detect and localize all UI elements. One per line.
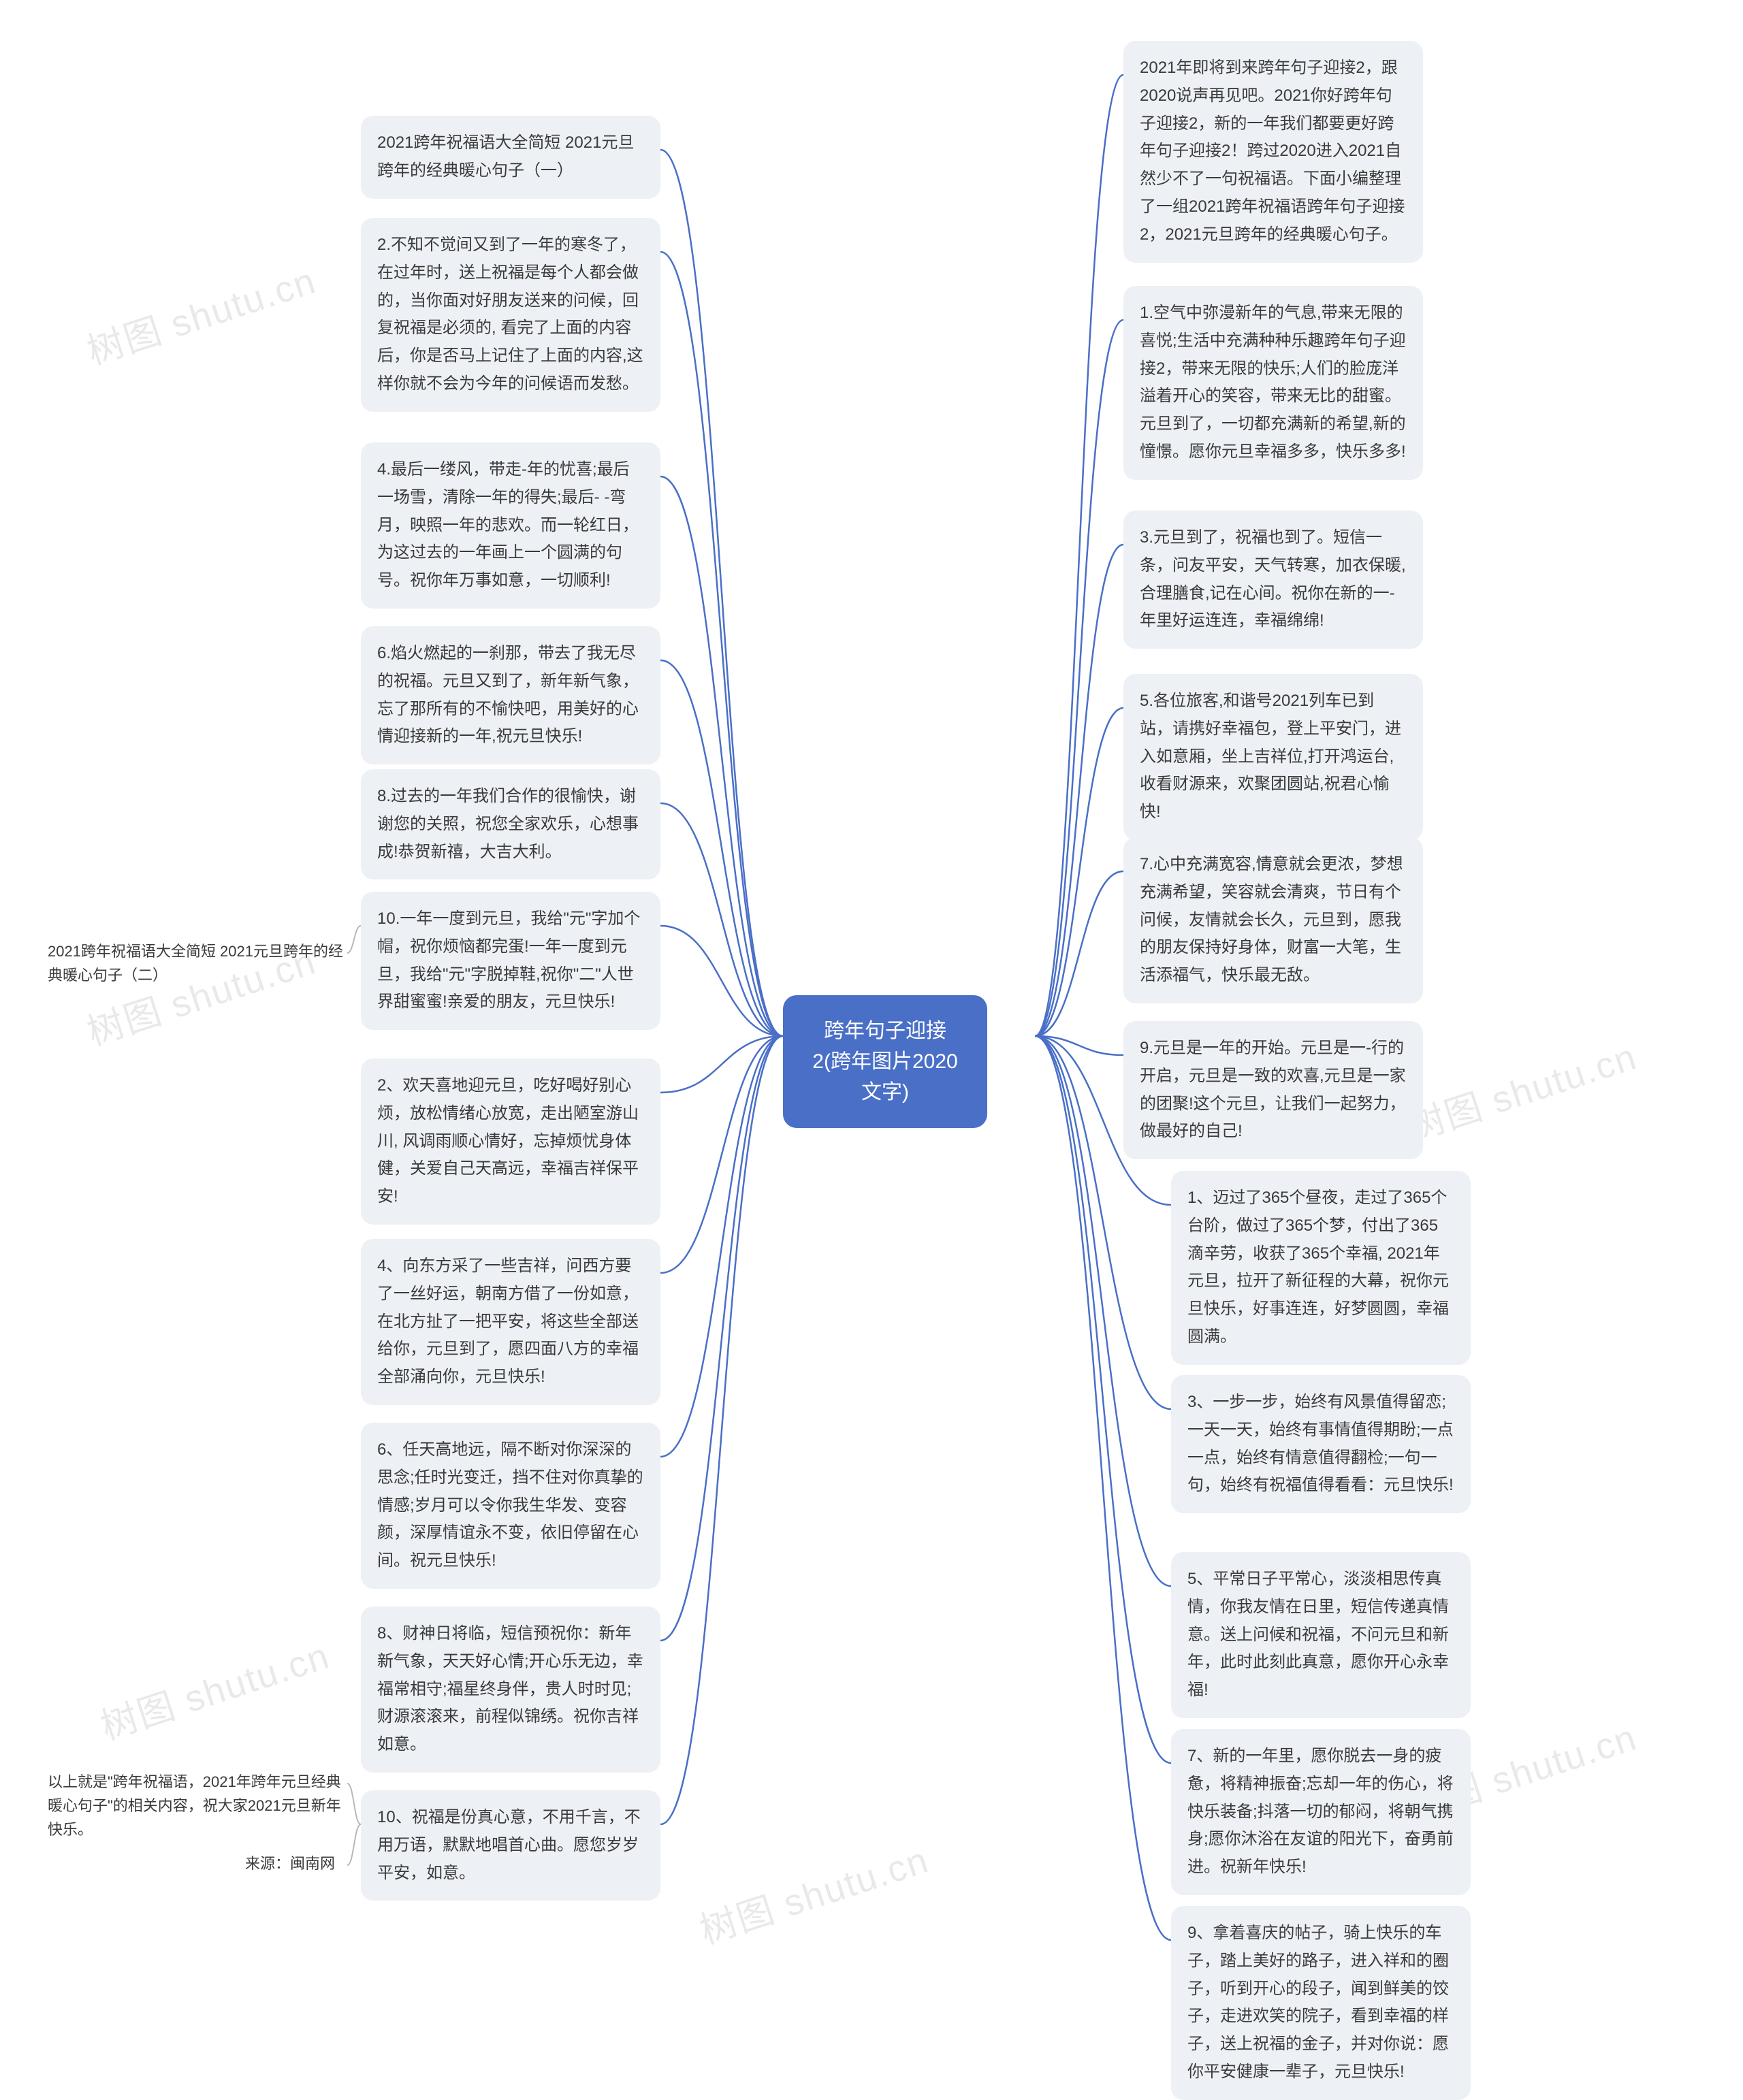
- mindmap-leaf: 以上就是"跨年祝福语，2021年跨年元旦经典暖心句子"的相关内容，祝大家2021…: [48, 1770, 347, 1842]
- mindmap-node: 10.一年一度到元旦，我给"元"字加个帽，祝你烦恼都完蛋!一年一度到元旦，我给"…: [361, 892, 660, 1030]
- node-text: 10、祝福是份真心意，不用千言，不用万语，默默地唱首心曲。愿您岁岁平安，如意。: [377, 1808, 641, 1882]
- mindmap-node: 2021跨年祝福语大全简短 2021元旦跨年的经典暖心句子（一）: [361, 116, 660, 199]
- mindmap-node: 1、迈过了365个昼夜，走过了365个台阶，做过了365个梦，付出了365滴辛劳…: [1171, 1171, 1471, 1365]
- node-text: 6.焰火燃起的一刹那，带去了我无尽的祝福。元旦又到了，新年新气象，忘了那所有的不…: [377, 644, 639, 745]
- node-text: 5.各位旅客,和谐号2021列车已到站，请携好幸福包，登上平安门，进入如意厢，坐…: [1140, 692, 1401, 821]
- mindmap-node: 5.各位旅客,和谐号2021列车已到站，请携好幸福包，登上平安门，进入如意厢，坐…: [1123, 674, 1423, 840]
- mindmap-node: 4、向东方采了一些吉祥，问西方要了一丝好运，朝南方借了一份如意，在北方扯了一把平…: [361, 1239, 660, 1405]
- watermark: 树图 shutu.cn: [1400, 1027, 1642, 1151]
- node-text: 10.一年一度到元旦，我给"元"字加个帽，祝你烦恼都完蛋!一年一度到元旦，我给"…: [377, 909, 640, 1011]
- mindmap-node: 2、欢天喜地迎元旦，吃好喝好别心烦，放松情绪心放宽，走出陋室游山川, 风调雨顺心…: [361, 1059, 660, 1225]
- node-text: 5、平常日子平常心，淡淡相思传真情，你我友情在日里，短信传递真情意。送上问候和祝…: [1187, 1570, 1449, 1699]
- node-text: 8.过去的一年我们合作的很愉快，谢谢您的关照，祝您全家欢乐，心想事成!恭贺新禧，…: [377, 787, 639, 861]
- mindmap-node: 9、拿着喜庆的帖子，骑上快乐的车子，踏上美好的路子，进入祥和的圈子，听到开心的段…: [1171, 1906, 1471, 2100]
- mindmap-node: 7、新的一年里，愿你脱去一身的疲惫，将精神振奋;忘却一年的伤心，将快乐装备;抖落…: [1171, 1729, 1471, 1895]
- mindmap-node: 3、一步一步，始终有风景值得留恋;一天一天，始终有事情值得期盼;一点一点，始终有…: [1171, 1375, 1471, 1513]
- center-text: 跨年句子迎接2(跨年图片2020文字): [812, 1020, 957, 1103]
- node-text: 2、欢天喜地迎元旦，吃好喝好别心烦，放松情绪心放宽，走出陋室游山川, 风调雨顺心…: [377, 1076, 639, 1206]
- node-text: 2021跨年祝福语大全简短 2021元旦跨年的经典暖心句子（一）: [377, 133, 634, 180]
- mindmap-node: 1.空气中弥漫新年的气息,带来无限的喜悦;生活中充满种种乐趣跨年句子迎接2，带来…: [1123, 286, 1423, 480]
- node-text: 6、任天高地远，隔不断对你深深的思念;任时光变迁，挡不住对你真挚的情感;岁月可以…: [377, 1440, 643, 1570]
- node-text: 3、一步一步，始终有风景值得留恋;一天一天，始终有事情值得期盼;一点一点，始终有…: [1187, 1393, 1454, 1494]
- node-text: 9、拿着喜庆的帖子，骑上快乐的车子，踏上美好的路子，进入祥和的圈子，听到开心的段…: [1187, 1924, 1449, 2081]
- node-text: 9.元旦是一年的开始。元旦是一-行的开启，元旦是一致的欢喜,元旦是一家的团聚!这…: [1140, 1039, 1406, 1140]
- node-text: 8、财神日将临，短信预祝你：新年新气象，天天好心情;开心乐无边，幸福常相守;福星…: [377, 1624, 643, 1754]
- mindmap-node: 4.最后一缕风，带走-年的忧喜;最后一场雪，清除一年的得失;最后- -弯月，映照…: [361, 442, 660, 609]
- node-text: 1、迈过了365个昼夜，走过了365个台阶，做过了365个梦，付出了365滴辛劳…: [1187, 1189, 1449, 1346]
- watermark: 树图 shutu.cn: [79, 251, 321, 375]
- watermark: 树图 shutu.cn: [692, 1830, 934, 1954]
- node-text: 7、新的一年里，愿你脱去一身的疲惫，将精神振奋;忘却一年的伤心，将快乐装备;抖落…: [1187, 1747, 1454, 1876]
- node-text: 3.元旦到了，祝福也到了。短信一条，问友平安，天气转寒，加衣保暖,合理膳食,记在…: [1140, 528, 1406, 630]
- mindmap-node: 6、任天高地远，隔不断对你深深的思念;任时光变迁，挡不住对你真挚的情感;岁月可以…: [361, 1423, 660, 1589]
- mindmap-node: 9.元旦是一年的开始。元旦是一-行的开启，元旦是一致的欢喜,元旦是一家的团聚!这…: [1123, 1021, 1423, 1159]
- mindmap-center: 跨年句子迎接2(跨年图片2020文字): [783, 995, 987, 1128]
- mindmap-leaf: 来源：闽南网: [245, 1852, 347, 1875]
- node-text: 2.不知不觉间又到了一年的寒冬了，在过年时，送上祝福是每个人都会做的，当你面对好…: [377, 236, 643, 393]
- watermark: 树图 shutu.cn: [93, 1626, 335, 1750]
- node-text: 4、向东方采了一些吉祥，问西方要了一丝好运，朝南方借了一份如意，在北方扯了一把平…: [377, 1257, 639, 1386]
- node-text: 2021年即将到来跨年句子迎接2，跟2020说声再见吧。2021你好跨年句子迎接…: [1140, 59, 1405, 244]
- mindmap-node: 10、祝福是份真心意，不用千言，不用万语，默默地唱首心曲。愿您岁岁平安，如意。: [361, 1790, 660, 1901]
- mindmap-node: 8.过去的一年我们合作的很愉快，谢谢您的关照，祝您全家欢乐，心想事成!恭贺新禧，…: [361, 769, 660, 879]
- node-text: 7.心中充满宽容,情意就会更浓，梦想充满希望，笑容就会清爽，节日有个问候，友情就…: [1140, 855, 1403, 984]
- mindmap-leaf: 2021跨年祝福语大全简短 2021元旦跨年的经典暖心句子（二）: [48, 939, 347, 987]
- mindmap-node: 2021年即将到来跨年句子迎接2，跟2020说声再见吧。2021你好跨年句子迎接…: [1123, 41, 1423, 263]
- node-text: 1.空气中弥漫新年的气息,带来无限的喜悦;生活中充满种种乐趣跨年句子迎接2，带来…: [1140, 304, 1406, 461]
- mindmap-node: 5、平常日子平常心，淡淡相思传真情，你我友情在日里，短信传递真情意。送上问候和祝…: [1171, 1552, 1471, 1718]
- mindmap-node: 6.焰火燃起的一刹那，带去了我无尽的祝福。元旦又到了，新年新气象，忘了那所有的不…: [361, 626, 660, 764]
- mindmap-node: 8、财神日将临，短信预祝你：新年新气象，天天好心情;开心乐无边，幸福常相守;福星…: [361, 1606, 660, 1773]
- node-text: 4.最后一缕风，带走-年的忧喜;最后一场雪，清除一年的得失;最后- -弯月，映照…: [377, 460, 639, 589]
- mindmap-node: 7.心中充满宽容,情意就会更浓，梦想充满希望，笑容就会清爽，节日有个问候，友情就…: [1123, 837, 1423, 1003]
- mindmap-node: 2.不知不觉间又到了一年的寒冬了，在过年时，送上祝福是每个人都会做的，当你面对好…: [361, 218, 660, 412]
- mindmap-node: 3.元旦到了，祝福也到了。短信一条，问友平安，天气转寒，加衣保暖,合理膳食,记在…: [1123, 511, 1423, 649]
